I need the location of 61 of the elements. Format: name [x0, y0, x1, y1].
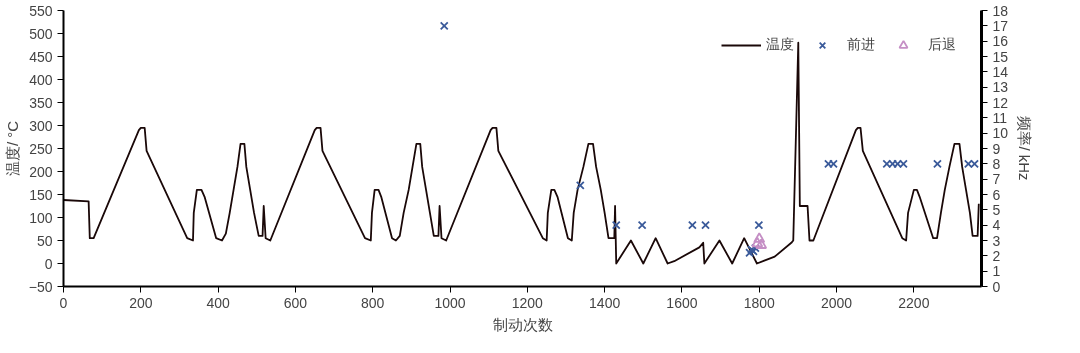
y-tick-label: 550 — [29, 2, 53, 19]
x-tick-label: 0 — [59, 294, 68, 311]
y-tick-label: 500 — [29, 25, 53, 42]
x-tick-label: 2000 — [820, 294, 853, 311]
y2-tick-label: 15 — [992, 48, 1009, 65]
point — [751, 236, 764, 248]
legend-label: 温度 — [766, 36, 794, 54]
point — [637, 220, 647, 230]
y2-tick-label: 4 — [992, 217, 1001, 234]
y2-tick-label: 12 — [992, 94, 1009, 111]
y2-tick-label: 17 — [992, 17, 1009, 34]
y-tick-label: 300 — [29, 117, 53, 134]
x-tick-label: 200 — [129, 294, 153, 311]
y-tick-label: 0 — [44, 255, 53, 272]
y2-tick-label: 9 — [992, 140, 1001, 157]
y-tick-label: 350 — [29, 94, 53, 111]
point — [611, 220, 621, 230]
point — [701, 220, 710, 230]
y2-tick-label: 13 — [992, 79, 1009, 96]
y2-tick-label: 1 — [992, 263, 1001, 280]
point — [754, 220, 764, 230]
y2-tick-label: 6 — [992, 186, 1001, 203]
y2-tick-label: 8 — [992, 155, 1001, 172]
y2-tick-label: 2 — [992, 247, 1001, 264]
point — [755, 238, 768, 249]
x-tick-label: 1200 — [511, 294, 544, 311]
x-tick-label: 600 — [283, 294, 308, 311]
y2-tick-label: 0 — [992, 278, 1001, 295]
x-tick-label: 1400 — [589, 294, 621, 311]
y-axis-title: 温度/ °C — [3, 120, 21, 177]
y2-tick-label: 5 — [992, 201, 1001, 218]
y2-tick-label: 14 — [992, 63, 1009, 80]
x-tick-label: 1800 — [743, 294, 776, 311]
y-tick-label: 50 — [36, 232, 53, 249]
y2-tick-label: 18 — [992, 2, 1009, 19]
legend-label: 前进 — [847, 36, 875, 54]
x-tick-label: 800 — [361, 294, 385, 311]
y2-tick-label: 3 — [992, 232, 1001, 249]
y-tick-label: 150 — [29, 186, 53, 203]
y-tick-label: −50 — [28, 278, 53, 295]
x-axis-title: 制动次数 — [492, 315, 553, 333]
y-tick-label: 450 — [29, 48, 53, 65]
y2-tick-label: 7 — [992, 171, 1001, 188]
x-tick-label: 400 — [206, 294, 230, 311]
x-tick-label: 1600 — [666, 294, 698, 311]
point — [753, 232, 766, 243]
y2-tick-label: 11 — [992, 109, 1008, 126]
y2-tick-label: 10 — [992, 125, 1009, 142]
y-tick-label: 400 — [29, 71, 53, 88]
y2-axis-title: 频率/ kHz — [1016, 116, 1034, 181]
point — [687, 220, 697, 230]
x-tick-label: 1000 — [434, 294, 466, 311]
point — [575, 180, 585, 190]
y-tick-label: 200 — [29, 163, 53, 180]
y-tick-label: 250 — [29, 140, 53, 157]
y-tick-label: 100 — [29, 209, 53, 226]
y2-tick-label: 16 — [992, 33, 1009, 50]
x-tick-label: 2200 — [898, 294, 930, 311]
point — [439, 21, 449, 31]
legend-label: 后退 — [928, 36, 956, 54]
point — [933, 159, 942, 169]
